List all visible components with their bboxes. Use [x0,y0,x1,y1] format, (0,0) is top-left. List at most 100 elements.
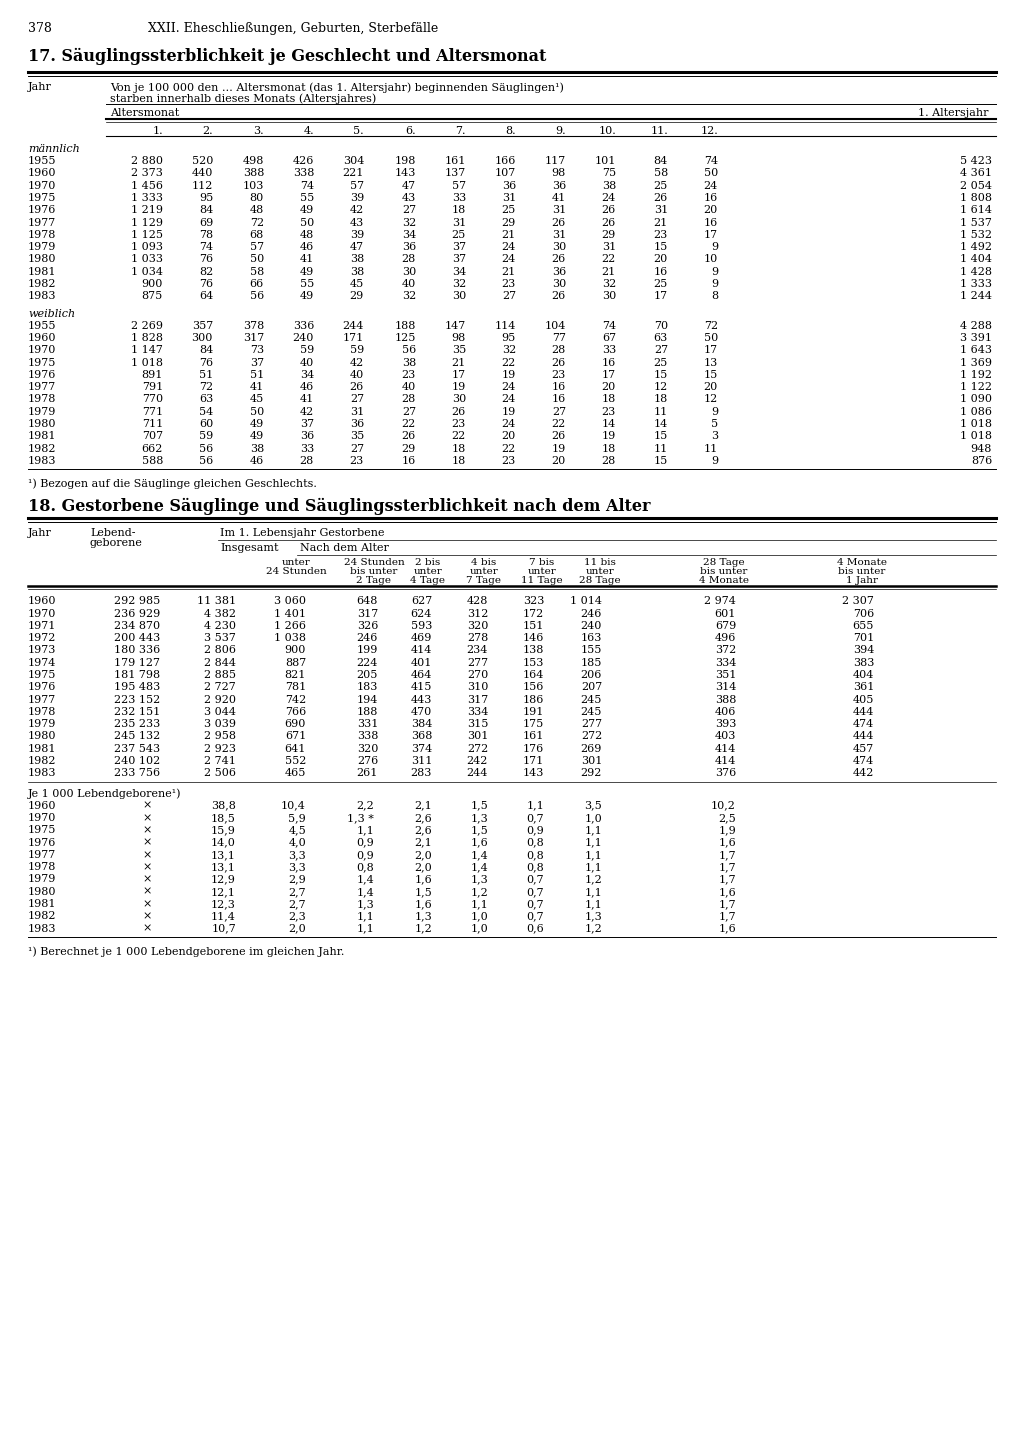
Text: 2 741: 2 741 [204,757,236,767]
Text: 384: 384 [411,719,432,729]
Text: 48: 48 [300,230,314,240]
Text: 2,6: 2,6 [415,813,432,824]
Text: 1976: 1976 [28,205,56,215]
Text: 1979: 1979 [28,407,56,416]
Text: 26: 26 [552,358,566,368]
Text: 39: 39 [350,230,364,240]
Text: 233 756: 233 756 [114,768,160,778]
Text: 12: 12 [653,383,668,391]
Text: 3: 3 [711,431,718,441]
Text: 20: 20 [602,383,616,391]
Text: 245: 245 [581,694,602,704]
Text: 240 102: 240 102 [114,757,160,767]
Text: 24: 24 [502,242,516,252]
Text: 1 333: 1 333 [961,279,992,290]
Text: 34: 34 [452,266,466,276]
Text: 18: 18 [653,394,668,404]
Text: 383: 383 [853,658,874,668]
Text: weiblich: weiblich [28,308,75,319]
Text: 277: 277 [467,658,488,668]
Text: 49: 49 [300,205,314,215]
Text: 742: 742 [285,694,306,704]
Text: 1,1: 1,1 [585,838,602,848]
Text: 12,1: 12,1 [211,886,236,896]
Text: ×: × [142,825,152,835]
Text: 23: 23 [401,370,416,380]
Text: 37: 37 [250,358,264,368]
Text: 1,6: 1,6 [415,899,432,909]
Text: 12: 12 [703,394,718,404]
Text: 49: 49 [300,266,314,276]
Text: 1981: 1981 [28,744,56,754]
Text: 4 Monate: 4 Monate [837,559,887,567]
Text: 1977: 1977 [28,694,56,704]
Text: 2,0: 2,0 [288,924,306,934]
Text: 26: 26 [602,205,616,215]
Text: 23: 23 [350,455,364,466]
Text: 39: 39 [350,194,364,202]
Text: 24: 24 [502,255,516,265]
Text: 234 870: 234 870 [114,621,160,631]
Text: 38: 38 [602,180,616,191]
Text: 237 543: 237 543 [114,744,160,754]
Text: 1960: 1960 [28,169,56,179]
Text: 49: 49 [250,431,264,441]
Text: 372: 372 [715,646,736,655]
Text: 2 727: 2 727 [204,682,236,693]
Text: 244: 244 [343,320,364,330]
Text: 0,8: 0,8 [526,850,544,860]
Text: 38: 38 [350,255,364,265]
Text: 26: 26 [401,431,416,441]
Text: 2 373: 2 373 [131,169,163,179]
Text: 30: 30 [552,279,566,290]
Text: 24: 24 [502,394,516,404]
Text: 1970: 1970 [28,608,56,618]
Text: 690: 690 [285,719,306,729]
Text: 1,3: 1,3 [470,874,488,885]
Text: 244: 244 [467,768,488,778]
Text: 315: 315 [467,719,488,729]
Text: 277: 277 [581,719,602,729]
Text: 1955: 1955 [28,320,56,330]
Text: 292: 292 [581,768,602,778]
Text: 1982: 1982 [28,279,56,290]
Text: 770: 770 [142,394,163,404]
Text: 444: 444 [853,732,874,742]
Text: 1,6: 1,6 [470,838,488,848]
Text: 161: 161 [444,156,466,166]
Text: 176: 176 [522,744,544,754]
Text: 317: 317 [467,694,488,704]
Text: Nach dem Alter: Nach dem Alter [300,543,389,553]
Text: 28: 28 [401,255,416,265]
Text: 900: 900 [141,279,163,290]
Text: 1,1: 1,1 [585,863,602,872]
Text: 1,1: 1,1 [585,899,602,909]
Text: 601: 601 [715,608,736,618]
Text: 2 269: 2 269 [131,320,163,330]
Text: ×: × [142,813,152,824]
Text: 7.: 7. [456,127,466,135]
Text: 240: 240 [581,621,602,631]
Text: 13,1: 13,1 [211,863,236,872]
Text: 4 382: 4 382 [204,608,236,618]
Text: 155: 155 [581,646,602,655]
Text: 1980: 1980 [28,732,56,742]
Text: 27: 27 [401,205,416,215]
Text: 0,9: 0,9 [356,850,374,860]
Text: 1 537: 1 537 [961,217,992,227]
Text: 1981: 1981 [28,266,56,276]
Text: 1 018: 1 018 [961,419,992,429]
Text: 245 132: 245 132 [114,732,160,742]
Text: 19: 19 [502,407,516,416]
Text: 30: 30 [452,394,466,404]
Text: 11 Tage: 11 Tage [521,576,563,585]
Text: 368: 368 [411,732,432,742]
Text: 0,9: 0,9 [356,838,374,848]
Text: 351: 351 [715,669,736,679]
Text: 18: 18 [602,394,616,404]
Text: 0,7: 0,7 [526,813,544,824]
Text: starben innerhalb dieses Monats (Altersjahres): starben innerhalb dieses Monats (Altersj… [110,93,376,103]
Text: 188: 188 [356,707,378,717]
Text: 1,7: 1,7 [719,911,736,921]
Text: 374: 374 [411,744,432,754]
